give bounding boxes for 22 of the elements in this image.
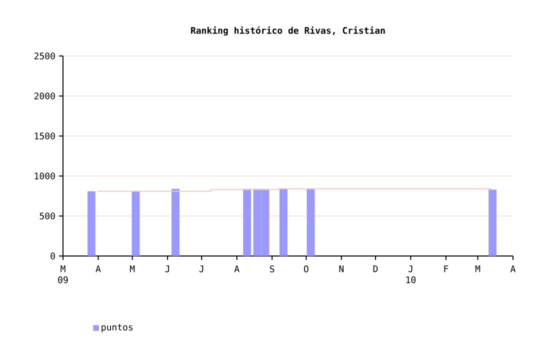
x-tick-label: A — [510, 266, 516, 272]
y-tick-label: 0 — [50, 252, 55, 260]
x-tick-label: A — [96, 266, 101, 272]
legend-label: puntos — [102, 324, 133, 332]
chart-title: Ranking histórico de Rivas, Cristian — [191, 26, 385, 36]
x-tick-label: M 09 — [58, 266, 68, 284]
x-tick-label: J — [199, 266, 204, 272]
x-tick-label: F — [444, 266, 448, 272]
x-tick-label: A — [234, 266, 240, 272]
x-tick-label: N — [339, 266, 344, 272]
x-tick-label: O — [304, 266, 308, 272]
y-tick-label: 1500 — [34, 132, 55, 140]
y-tick-label: 2500 — [34, 52, 55, 60]
y-tick-label: 500 — [40, 212, 55, 220]
x-tick-label: S — [270, 266, 274, 272]
x-tick-label: J — [165, 266, 170, 272]
x-tick-label: M — [130, 266, 135, 272]
x-tick-label: D — [373, 266, 378, 272]
x-tick-label: M — [475, 266, 480, 272]
x-tick-label: J 10 — [406, 266, 416, 284]
y-tick-label: 1000 — [34, 172, 55, 180]
y-tick-label: 2000 — [34, 92, 55, 100]
